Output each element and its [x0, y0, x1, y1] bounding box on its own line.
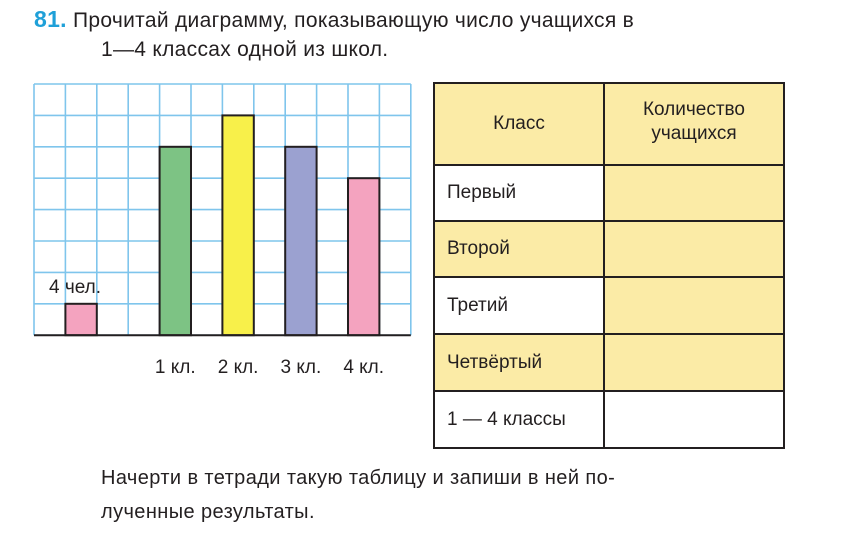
row-label: Второй — [433, 220, 605, 278]
category-label: 2 кл. — [218, 357, 259, 378]
task-text-1: Прочитай диаграмму, показывающую число у… — [73, 9, 635, 32]
header-count-line2: учащихся — [651, 123, 737, 144]
row-value — [603, 276, 785, 335]
table-row: Второй — [433, 220, 785, 278]
task-number: 81. — [34, 6, 67, 32]
category-label: 3 кл. — [281, 357, 322, 378]
row-label: Первый — [433, 164, 605, 222]
instruction-line-1: Начерти в тетради такую таблицу и запиши… — [101, 467, 616, 489]
row-value — [603, 390, 785, 449]
task-line-2: 1—4 классах одной из школ. — [101, 38, 389, 61]
table-row: 1 — 4 классы — [433, 390, 785, 449]
category-label: 1 кл. — [155, 357, 196, 378]
table-header-row: Класс Количество учащихся — [433, 82, 785, 166]
row-value — [603, 333, 785, 392]
header-count-line1: Количество — [642, 99, 746, 120]
unit-label: 4 чел. — [49, 277, 101, 298]
bar-chart: 4 чел. 1 кл. 2 кл. 3 кл. 4 кл. — [33, 83, 412, 378]
bar — [64, 302, 98, 337]
row-label: 1 — 4 классы — [433, 390, 605, 449]
row-value — [603, 164, 785, 222]
table-row: Четвёртый — [433, 333, 785, 392]
table-row: Третий — [433, 276, 785, 335]
row-label: Третий — [433, 276, 605, 335]
table-row: Первый — [433, 164, 785, 222]
instruction-line-2: лученные результаты. — [101, 501, 315, 523]
row-value — [603, 220, 785, 278]
student-count-table: Класс Количество учащихся Первый Второй … — [433, 82, 785, 449]
bar — [221, 114, 255, 337]
task-line-1: 81. Прочитай диаграмму, показывающую чис… — [34, 6, 634, 33]
category-label: 4 кл. — [343, 357, 384, 378]
header-class: Класс — [433, 82, 605, 166]
header-count: Количество учащихся — [603, 82, 785, 166]
bar — [158, 145, 193, 337]
row-label: Четвёртый — [433, 333, 605, 392]
bar — [284, 145, 318, 337]
bar — [347, 177, 381, 337]
